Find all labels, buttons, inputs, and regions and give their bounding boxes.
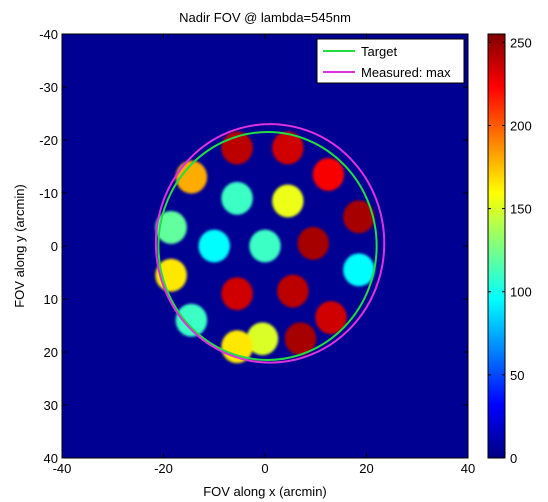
- plot-area: [62, 34, 468, 458]
- spot-11: [297, 226, 329, 260]
- spot-3: [175, 160, 208, 194]
- colorbar: 0 50 100 150 200 250: [487, 33, 532, 466]
- y-axis-label: FOV along y (arcmin): [12, 184, 27, 308]
- x-tick-label: 0: [261, 461, 268, 476]
- target-circle: [157, 131, 378, 361]
- spot-15: [277, 274, 309, 308]
- spot-7: [343, 200, 375, 234]
- y-tick-label: 10: [44, 292, 58, 307]
- y-tick-label: 20: [44, 345, 58, 360]
- spot-17: [246, 322, 279, 356]
- x-tick-label: 20: [359, 461, 373, 476]
- y-tick-label: -10: [39, 186, 58, 201]
- colorbar-tick-label: 150: [510, 202, 532, 217]
- spot-14: [221, 277, 253, 311]
- chart-title: Nadir FOV @ lambda=545nm: [179, 10, 351, 25]
- x-tick-label: -20: [154, 461, 173, 476]
- legend-label-measured: Measured: max: [361, 65, 451, 80]
- legend-box: [316, 38, 465, 84]
- spot-9: [198, 229, 230, 263]
- y-tick-label: 30: [44, 398, 58, 413]
- y-tick-label: -40: [39, 27, 58, 42]
- spot-20: [284, 322, 317, 356]
- colorbar-gradient: [488, 34, 505, 458]
- spot-16: [175, 303, 208, 337]
- colorbar-tick-label: 0: [510, 451, 517, 466]
- colorbar-tick-label: 100: [510, 285, 532, 300]
- x-tick-label: -40: [53, 461, 72, 476]
- measured-circle: [154, 123, 386, 364]
- spot-4: [221, 181, 253, 215]
- legend: Target Measured: max: [316, 38, 465, 84]
- spot-5: [272, 184, 304, 218]
- y-tick-label: -30: [39, 80, 58, 95]
- spot-layer: [155, 131, 375, 364]
- legend-label-target: Target: [361, 44, 398, 59]
- spot-8: [155, 211, 187, 244]
- spot-6: [312, 158, 345, 191]
- colorbar-frame: [487, 33, 506, 459]
- spot-18: [315, 301, 347, 334]
- circle-layer: [154, 123, 386, 364]
- spot-10: [249, 229, 281, 263]
- colorbar-tick-label: 200: [510, 118, 532, 133]
- colorbar-tick-label: 50: [510, 368, 524, 383]
- x-tick-label: 40: [461, 461, 475, 476]
- y-tick-label: 40: [44, 451, 58, 466]
- spot-12: [343, 253, 375, 287]
- x-axis-label: FOV along x (arcmin): [203, 484, 327, 499]
- y-tick-label: 0: [51, 239, 58, 254]
- spot-2: [272, 131, 304, 165]
- y-tick-label: -20: [39, 133, 58, 148]
- colorbar-tick-label: 250: [510, 35, 532, 50]
- colorbar-ticks: 0 50 100 150 200 250: [488, 35, 532, 466]
